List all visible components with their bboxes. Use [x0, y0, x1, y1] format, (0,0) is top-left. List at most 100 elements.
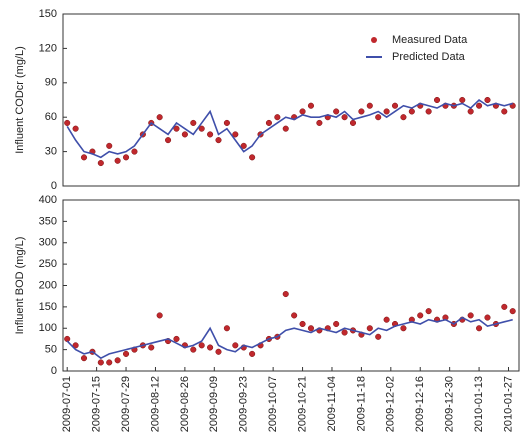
measured-point: [484, 314, 491, 321]
y-tick-label: 90: [45, 77, 57, 89]
y-tick-label: 400: [39, 194, 57, 206]
predicted-line: [66, 98, 513, 159]
y-tick-label: 120: [39, 42, 57, 54]
measured-point: [425, 308, 432, 315]
measured-point: [64, 335, 71, 342]
measured-point: [274, 114, 281, 121]
measured-point: [391, 102, 399, 109]
measured-point: [240, 142, 247, 149]
y-tick-label: 200: [39, 279, 57, 291]
measured-point: [72, 342, 79, 349]
measured-point: [80, 154, 88, 161]
x-tick-label: 2010-01-27: [502, 376, 514, 432]
measured-point: [156, 114, 163, 121]
measured-point: [307, 102, 315, 109]
measured-point: [190, 119, 197, 126]
measured-point: [131, 148, 138, 155]
y-tick-label: 50: [45, 344, 57, 356]
measured-point: [232, 131, 239, 138]
measured-point: [198, 125, 205, 132]
measured-point: [215, 137, 222, 144]
measured-point: [122, 350, 130, 357]
x-tick-label: 2009-09-23: [238, 376, 250, 432]
measured-point: [383, 316, 390, 323]
measured-point: [173, 125, 180, 132]
measured-point: [333, 108, 340, 115]
measured-point: [282, 291, 289, 298]
x-tick-label: 2009-07-29: [120, 376, 132, 432]
x-tick-label: 2009-07-15: [91, 376, 103, 432]
y-axis-label: Influent CODcr (mg/L): [14, 46, 26, 154]
measured-point: [223, 325, 230, 332]
measured-point: [408, 108, 415, 115]
measured-point: [114, 357, 121, 364]
measured-point: [122, 154, 130, 161]
measured-point: [106, 359, 113, 366]
measured-point: [341, 114, 348, 121]
measured-point: [291, 312, 298, 319]
measured-point: [207, 344, 214, 351]
measured-point: [349, 119, 357, 126]
measured-point: [501, 303, 508, 310]
y-tick-label: 60: [45, 111, 57, 123]
measured-point: [459, 96, 466, 104]
y-tick-label: 30: [45, 146, 57, 158]
plot-frame: [62, 199, 520, 372]
measured-point: [366, 102, 373, 109]
measured-point: [207, 131, 214, 138]
x-tick-label: 2009-12-30: [444, 376, 456, 432]
measured-point: [148, 344, 155, 351]
y-tick-label: 0: [51, 180, 57, 192]
measured-point: [198, 342, 205, 349]
measured-point: [316, 119, 323, 126]
measured-point: [249, 350, 256, 357]
measured-point: [282, 125, 289, 132]
measured-point: [366, 325, 373, 332]
x-tick-label: 2009-12-02: [385, 376, 397, 432]
measured-point: [358, 108, 365, 115]
x-tick-label: 2009-11-18: [355, 376, 367, 431]
x-tick-label: 2009-10-07: [267, 376, 279, 432]
measured-point: [467, 312, 474, 319]
y-tick-label: 150: [39, 8, 57, 20]
legend-label: Measured Data: [392, 34, 468, 46]
legend-marker: [371, 37, 377, 43]
x-tick-label: 2010-01-13: [473, 376, 485, 432]
measured-point: [215, 348, 222, 355]
y-axis-label: Influent BOD (mg/L): [14, 237, 26, 335]
x-tick-label: 2009-12-16: [414, 376, 426, 432]
predicted-line: [66, 316, 513, 360]
y-tick-label: 350: [39, 215, 57, 227]
x-tick-label: 2009-10-21: [296, 376, 308, 432]
measured-point: [375, 333, 382, 340]
measured-point: [467, 108, 474, 115]
y-tick-label: 300: [39, 237, 57, 249]
legend-label: Predicted Data: [392, 51, 466, 63]
measured-point: [64, 119, 71, 126]
measured-point: [476, 102, 483, 109]
x-tick-label: 2009-11-04: [326, 376, 338, 431]
measured-point: [400, 114, 407, 121]
measured-point: [433, 96, 441, 104]
measured-point: [97, 359, 104, 366]
measured-point: [417, 312, 424, 319]
measured-point: [425, 108, 432, 115]
measured-point: [232, 342, 239, 349]
measured-point: [299, 320, 306, 328]
measured-point: [181, 131, 188, 138]
measured-point: [72, 125, 79, 132]
measured-point: [484, 96, 491, 104]
y-tick-label: 100: [39, 322, 57, 334]
x-tick-label: 2009-09-09: [208, 376, 220, 432]
measured-point: [501, 108, 508, 115]
measured-point: [375, 114, 382, 121]
measured-point: [97, 160, 104, 167]
x-tick-label: 2009-07-01: [61, 376, 73, 432]
measured-point: [333, 320, 340, 328]
measured-point: [383, 108, 390, 115]
measured-point: [223, 119, 230, 126]
measured-point: [156, 312, 163, 319]
measured-point: [165, 137, 172, 144]
y-tick-label: 0: [51, 365, 57, 377]
